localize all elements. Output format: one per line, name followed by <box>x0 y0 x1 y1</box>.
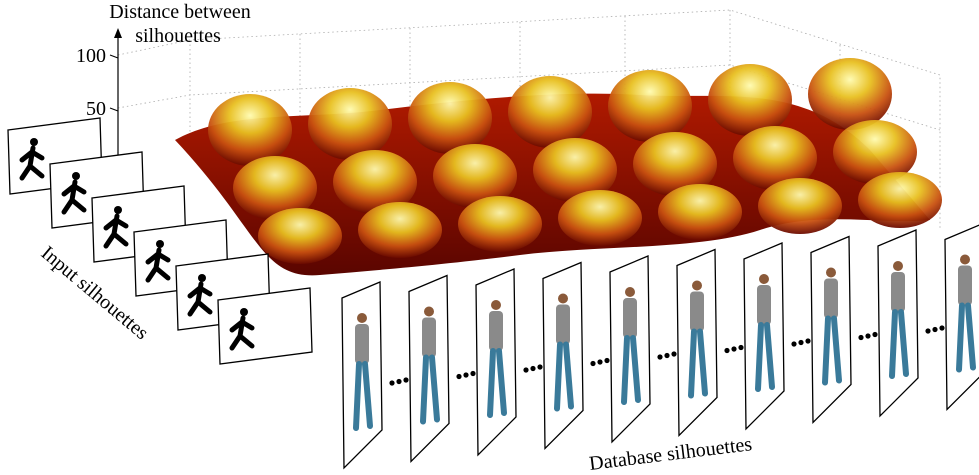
walker-shirt <box>623 298 637 338</box>
ellipsis-dot <box>657 354 662 359</box>
walker-head <box>826 268 836 278</box>
surface-peak <box>308 88 392 160</box>
walker-head <box>491 300 501 310</box>
surface-peak <box>208 94 292 166</box>
ellipsis-dot <box>604 358 609 363</box>
walker-shirt <box>690 292 704 332</box>
database-frame <box>476 269 516 455</box>
surface-peak <box>258 208 342 264</box>
ellipsis-dot <box>590 361 595 366</box>
database-frame <box>543 263 583 449</box>
ellipsis-dot <box>463 372 468 377</box>
surface-peak <box>508 76 592 148</box>
ellipsis-dot <box>671 351 676 356</box>
ellipsis-dot <box>537 364 542 369</box>
surface-peak <box>608 70 692 142</box>
ellipsis-dot <box>597 359 602 364</box>
ellipsis-dot <box>865 333 870 338</box>
ellipsis-dot <box>396 379 401 384</box>
runner-head <box>72 172 80 180</box>
walker-head <box>625 287 635 297</box>
database-frame <box>409 276 449 462</box>
surface-peak <box>708 64 792 136</box>
database-frame <box>342 282 382 468</box>
distance-surface <box>175 58 942 275</box>
runner-head <box>240 308 248 316</box>
tick-label: 50 <box>86 98 106 120</box>
walker-head <box>960 255 970 265</box>
surface-peak <box>358 202 442 258</box>
surface-peak <box>558 190 642 246</box>
ellipsis-dot <box>738 345 743 350</box>
ellipsis-dot <box>939 325 944 330</box>
surface-peak <box>458 196 542 252</box>
ellipsis-dot <box>389 380 394 385</box>
walker-head <box>759 274 769 284</box>
ellipsis-dot <box>925 328 930 333</box>
runner-head <box>156 240 164 248</box>
surface-peak <box>758 178 842 234</box>
ellipsis-dot <box>805 338 810 343</box>
ellipsis-dot <box>664 353 669 358</box>
ellipsis-dot <box>932 327 937 332</box>
surface-peak <box>858 172 942 228</box>
database-frame <box>811 237 851 423</box>
surface-peak <box>408 82 492 154</box>
database-frame <box>677 250 717 436</box>
walker-shirt <box>824 279 838 319</box>
ellipsis-dot <box>858 335 863 340</box>
database-frame <box>878 230 918 416</box>
walker-head <box>424 307 434 317</box>
surface-peak <box>808 58 892 130</box>
ellipsis-dot <box>470 371 475 376</box>
ellipsis-dot <box>731 346 736 351</box>
walker-head <box>357 313 367 323</box>
ellipsis-dot <box>724 348 729 353</box>
ellipsis-dot <box>523 367 528 372</box>
ellipsis-dot <box>403 377 408 382</box>
runner-head <box>30 138 38 146</box>
axis-title: Distance between <box>109 1 251 23</box>
surface-peak <box>658 184 742 240</box>
figure: Distance between silhouettes 100 50 Inpu… <box>0 0 979 475</box>
tick-label: 100 <box>76 45 106 67</box>
walker-head <box>893 261 903 271</box>
walker-head <box>692 281 702 291</box>
axis-title: silhouettes <box>135 25 221 47</box>
walker-head <box>558 294 568 304</box>
ellipsis-dot <box>872 332 877 337</box>
walker-shirt <box>958 266 972 306</box>
runner-head <box>114 206 122 214</box>
database-frame <box>744 243 784 429</box>
input-frame <box>218 288 312 364</box>
ellipsis-dot <box>530 366 535 371</box>
walker-shirt <box>891 272 905 312</box>
walker-shirt <box>489 311 503 351</box>
ellipsis-dot <box>791 341 796 346</box>
walker-shirt <box>355 324 369 364</box>
database-frame <box>610 256 650 442</box>
ellipsis-dot <box>456 374 461 379</box>
walker-shirt <box>422 318 436 358</box>
runner-head <box>198 274 206 282</box>
walker-shirt <box>757 285 771 325</box>
ellipsis-dot <box>798 340 803 345</box>
walker-shirt <box>556 305 570 345</box>
